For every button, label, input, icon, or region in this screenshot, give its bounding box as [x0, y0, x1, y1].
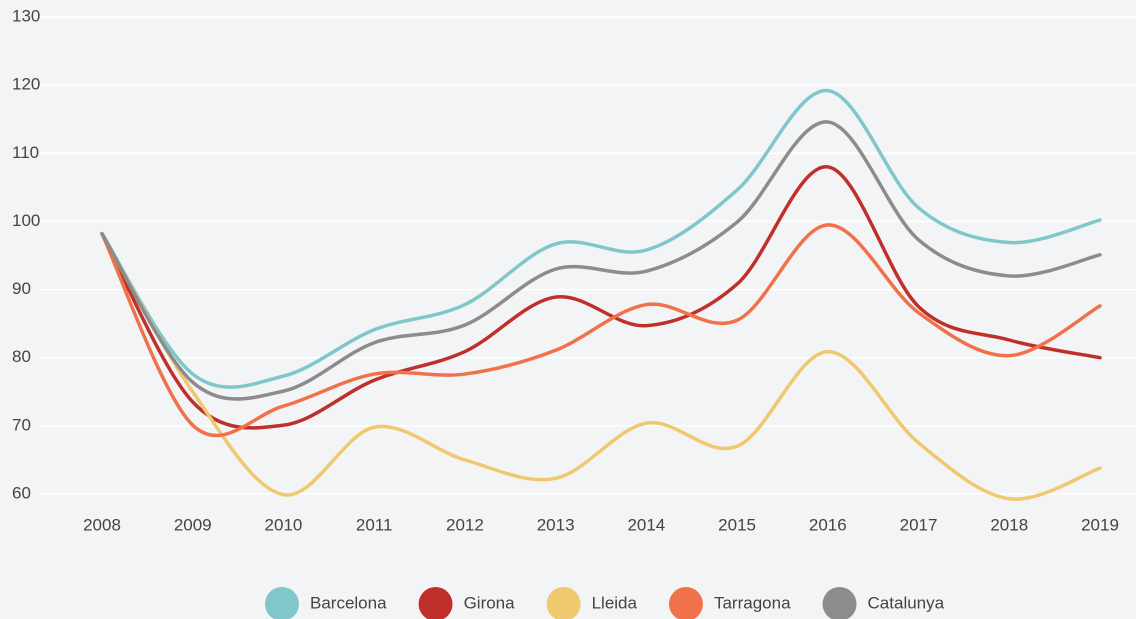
- series-line: [100, 223, 1102, 438]
- legend-swatch: [668, 587, 703, 619]
- legend-label: Barcelona: [310, 593, 387, 612]
- series-line: [100, 120, 1102, 401]
- x-tick-label: 2018: [990, 515, 1028, 534]
- y-tick-label: 110: [12, 143, 39, 162]
- y-tick-label: 130: [12, 6, 40, 25]
- legend-swatch: [822, 587, 857, 619]
- series-line: [100, 165, 1102, 430]
- x-tick-label: 2014: [627, 515, 665, 534]
- y-tick-label: 100: [12, 211, 40, 230]
- x-tick-label: 2019: [1081, 515, 1119, 534]
- y-tick-label: 80: [12, 347, 31, 366]
- x-tick-label: 2017: [900, 515, 938, 534]
- legend-label: Girona: [464, 593, 516, 612]
- series-line: [100, 88, 1102, 389]
- x-tick-label: 2011: [356, 515, 393, 534]
- legend-label: Catalunya: [868, 593, 945, 612]
- x-tick-label: 2013: [537, 515, 575, 534]
- y-tick-label: 60: [12, 483, 31, 502]
- legend-label: Tarragona: [714, 593, 791, 612]
- series-line: [100, 231, 1102, 501]
- x-tick-label: 2012: [446, 515, 484, 534]
- legend-swatch: [265, 587, 299, 619]
- x-tick-label: 2016: [809, 515, 847, 534]
- legend-swatch: [546, 587, 581, 619]
- x-tick-label: 2008: [83, 515, 121, 534]
- x-tick-label: 2015: [718, 515, 756, 534]
- legend-swatch: [418, 587, 453, 619]
- y-tick-label: 90: [12, 279, 31, 298]
- legend-label: Lleida: [592, 593, 638, 612]
- y-tick-label: 120: [12, 75, 40, 94]
- x-tick-label: 2010: [265, 515, 303, 534]
- y-tick-label: 70: [12, 415, 31, 434]
- x-tick-label: 2009: [174, 515, 212, 534]
